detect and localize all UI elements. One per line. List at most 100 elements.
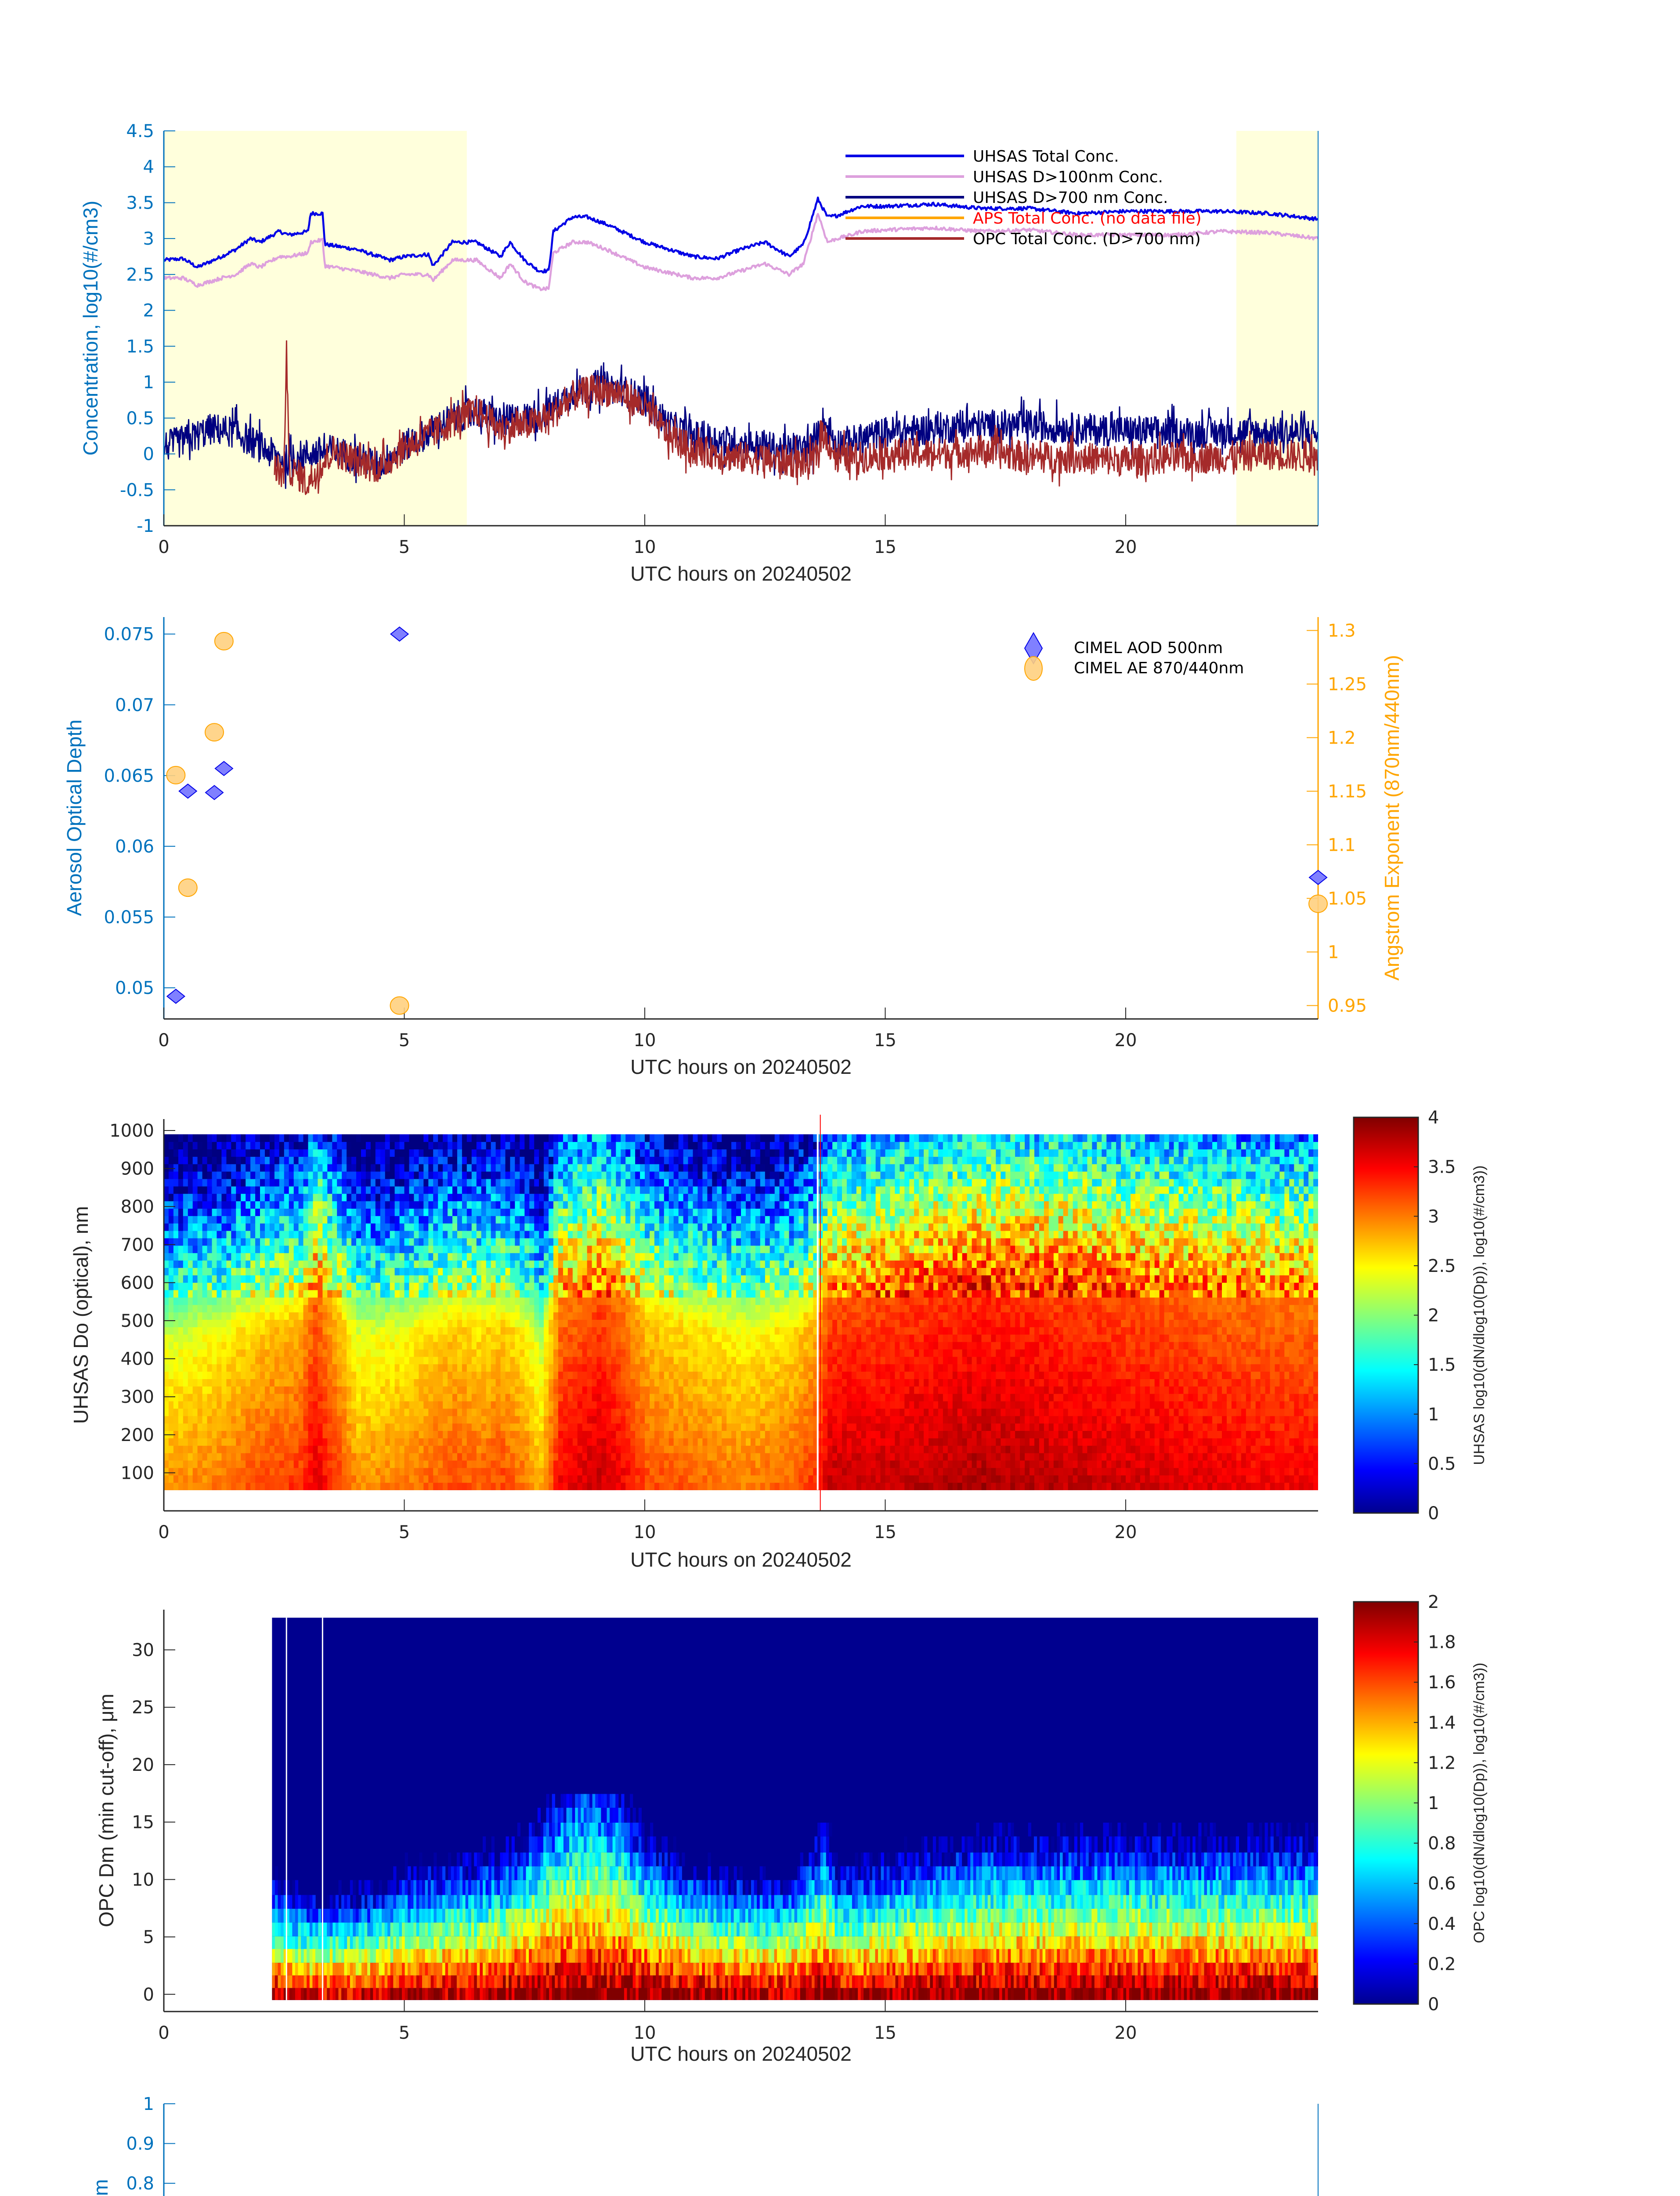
heat-cell xyxy=(443,1408,448,1416)
heat-cell xyxy=(433,1334,438,1342)
heat-cell xyxy=(318,1453,323,1461)
heat-cell xyxy=(625,1260,631,1268)
heat-cell xyxy=(520,1282,525,1290)
heat-cell xyxy=(269,1312,275,1320)
heat-cell xyxy=(365,1268,371,1275)
heat-cell xyxy=(269,1482,275,1490)
heat-cell xyxy=(462,1208,467,1216)
heat-cell xyxy=(539,1275,544,1283)
heat-cell xyxy=(577,1453,583,1461)
heat-cell xyxy=(390,1216,395,1224)
heat-cell xyxy=(558,1156,564,1164)
heat-cell xyxy=(452,1223,458,1231)
heat-cell xyxy=(549,1186,554,1194)
heat-cell xyxy=(361,1453,366,1461)
heat-cell xyxy=(241,1416,246,1424)
heat-cell xyxy=(322,1164,328,1172)
heat-cell xyxy=(471,1423,477,1431)
heat-cell xyxy=(495,1356,501,1365)
heat-cell xyxy=(606,1416,611,1424)
heat-cell xyxy=(404,1208,409,1216)
heat-cell xyxy=(342,1134,347,1142)
heat-cell xyxy=(457,1460,462,1468)
heat-cell xyxy=(471,1467,477,1476)
heat-cell xyxy=(558,1253,564,1261)
heat-cell xyxy=(188,1238,193,1246)
heat-cell xyxy=(549,1467,554,1476)
heat-cell xyxy=(394,1386,400,1394)
heat-cell xyxy=(428,1260,434,1268)
heat-cell xyxy=(510,1319,515,1327)
heat-cell xyxy=(520,1223,525,1231)
heat-cell xyxy=(274,1216,280,1224)
heat-cell xyxy=(448,1164,453,1172)
heat-cell xyxy=(635,1223,640,1231)
heat-cell xyxy=(212,1445,217,1453)
heat-cell xyxy=(534,1245,539,1253)
heat-cell xyxy=(596,1156,602,1164)
heat-cell xyxy=(255,1356,260,1365)
heat-cell xyxy=(457,1319,462,1327)
heat-cell xyxy=(611,1156,616,1164)
heat-cell xyxy=(347,1475,352,1483)
heat-cell xyxy=(601,1423,607,1431)
heat-cell xyxy=(606,1289,611,1298)
heat-cell xyxy=(577,1438,583,1446)
heat-cell xyxy=(611,1460,616,1468)
heat-cell xyxy=(448,1297,453,1305)
heat-cell xyxy=(515,1282,520,1290)
heat-cell xyxy=(534,1297,539,1305)
heat-cell xyxy=(212,1260,217,1268)
heat-cell xyxy=(202,1223,208,1231)
heat-cell xyxy=(390,1134,395,1142)
heat-cell xyxy=(351,1268,357,1275)
series-line-4 xyxy=(274,340,1318,495)
heat-cell xyxy=(173,1289,179,1298)
heat-cell xyxy=(558,1282,564,1290)
heat-cell xyxy=(640,1475,645,1483)
heat-cell xyxy=(293,1334,299,1342)
heat-cell xyxy=(318,1268,323,1275)
heat-cell xyxy=(640,1342,645,1350)
heat-cell xyxy=(635,1297,640,1305)
heat-cell xyxy=(318,1408,323,1416)
heat-cell xyxy=(370,1475,376,1483)
heat-cell xyxy=(567,1356,573,1365)
heat-cell xyxy=(404,1401,409,1409)
heat-cell xyxy=(269,1171,275,1179)
heat-cell xyxy=(327,1349,332,1357)
heat-cell xyxy=(207,1349,213,1357)
heat-cell xyxy=(630,1164,636,1172)
heat-cell xyxy=(524,1394,530,1401)
heat-cell xyxy=(241,1164,246,1172)
heat-cell xyxy=(188,1253,193,1261)
heat-cell xyxy=(505,1364,511,1372)
heat-cell xyxy=(423,1186,429,1194)
heat-cell xyxy=(428,1238,434,1246)
heat-cell xyxy=(164,1193,169,1202)
heat-cell xyxy=(553,1416,559,1424)
heat-cell xyxy=(611,1349,616,1357)
heat-cell xyxy=(625,1149,631,1157)
heat-cell xyxy=(476,1297,482,1305)
heat-cell xyxy=(438,1268,443,1275)
heat-cell xyxy=(505,1171,511,1179)
heat-cell xyxy=(255,1193,260,1202)
heat-cell xyxy=(524,1312,530,1320)
heat-cell xyxy=(365,1342,371,1350)
heat-cell xyxy=(577,1342,583,1350)
heat-cell xyxy=(303,1149,309,1157)
heat-cell xyxy=(293,1408,299,1416)
heat-cell xyxy=(510,1445,515,1453)
heat-cell xyxy=(207,1141,213,1149)
heat-cell xyxy=(202,1149,208,1157)
heat-cell xyxy=(394,1178,400,1187)
heat-cell xyxy=(293,1268,299,1275)
heat-cell xyxy=(621,1349,626,1357)
heat-cell xyxy=(260,1438,265,1446)
heat-cell xyxy=(226,1156,231,1164)
heat-cell xyxy=(457,1260,462,1268)
heat-cell xyxy=(308,1164,314,1172)
heat-cell xyxy=(486,1386,491,1394)
heat-cell xyxy=(582,1349,588,1357)
